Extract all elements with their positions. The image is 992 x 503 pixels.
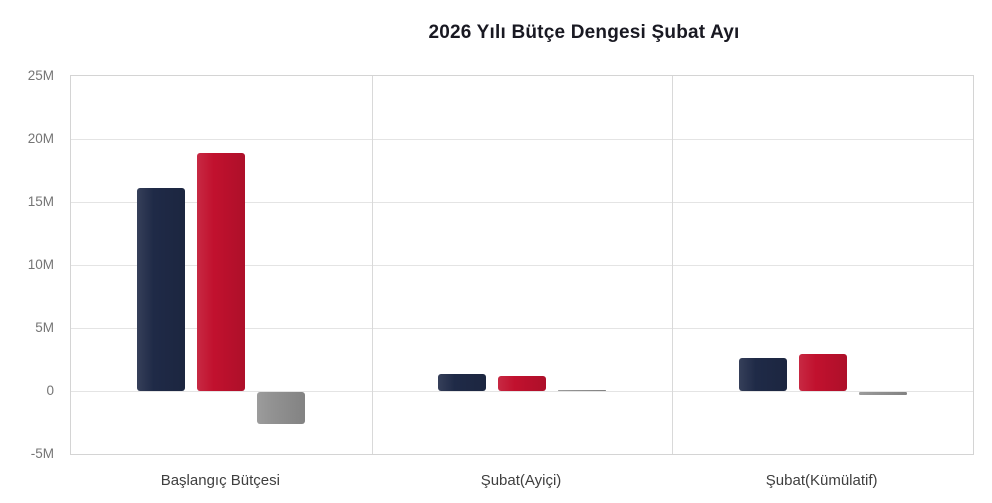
bar-gray-2[interactable] (858, 392, 907, 395)
gridline-10M (71, 265, 973, 266)
bar-gray-0[interactable] (257, 392, 306, 425)
bar-navy-1[interactable] (438, 373, 486, 391)
bar-red-2[interactable] (798, 354, 847, 391)
panel-divider (672, 76, 673, 454)
bar-navy-0[interactable] (137, 188, 186, 391)
plot-area (70, 75, 974, 455)
gridline-20M (71, 139, 973, 140)
y-tick-label: 15M (27, 194, 54, 209)
bar-red-0[interactable] (197, 152, 246, 391)
y-tick-label: 20M (27, 131, 54, 146)
gridline-0 (71, 391, 973, 392)
panel-divider (372, 76, 373, 454)
y-tick-label: 25M (27, 68, 54, 83)
x-category-label: Başlangıç Bütçesi (160, 472, 280, 489)
x-category-label: Şubat(Kümülatif) (765, 472, 878, 489)
bar-red-1[interactable] (498, 375, 546, 391)
y-tick-label: 5M (35, 320, 54, 335)
bar-navy-2[interactable] (738, 357, 787, 391)
gridline-15M (71, 202, 973, 203)
gridline-5M (71, 328, 973, 329)
y-tick-label: 0 (46, 383, 54, 398)
x-category-label: Şubat(Ayiçi) (480, 472, 562, 489)
bar-gray-1[interactable] (558, 389, 606, 391)
y-tick-label: 10M (27, 257, 54, 272)
y-tick-label: -5M (30, 446, 54, 461)
chart-title: 2026 Yılı Bütçe Dengesi Şubat Ayı (428, 22, 740, 43)
